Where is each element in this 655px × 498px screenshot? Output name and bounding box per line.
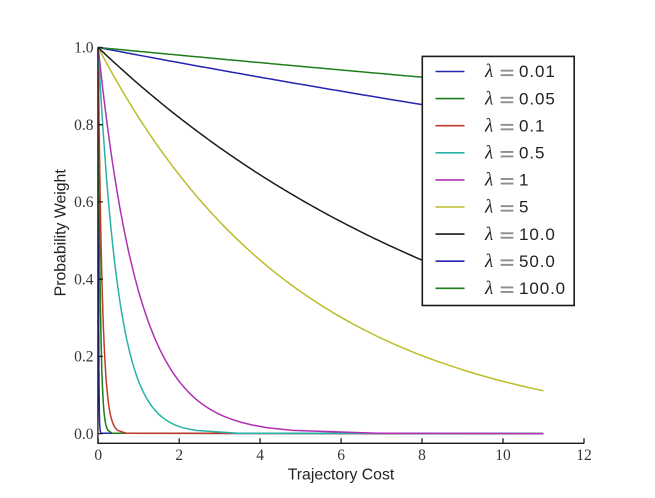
svg-text:λ: λ [484, 170, 493, 191]
svg-text:1.0: 1.0 [74, 40, 94, 57]
svg-text:50.0: 50.0 [519, 252, 556, 271]
svg-text:0: 0 [94, 447, 102, 464]
svg-text:λ: λ [484, 278, 493, 299]
svg-text:0.2: 0.2 [74, 349, 93, 366]
svg-text:λ: λ [484, 251, 493, 272]
svg-text:1: 1 [519, 171, 529, 190]
svg-text:0.0: 0.0 [74, 426, 94, 443]
svg-text:0.05: 0.05 [519, 89, 556, 108]
svg-text:λ: λ [484, 115, 493, 136]
svg-text:Probability Weight: Probability Weight [53, 169, 70, 297]
svg-text:100.0: 100.0 [519, 279, 566, 298]
svg-text:0.5: 0.5 [519, 144, 545, 163]
svg-text:0.01: 0.01 [519, 62, 556, 81]
svg-text:10: 10 [495, 447, 511, 464]
svg-text:10.0: 10.0 [519, 225, 556, 244]
svg-text:λ: λ [484, 224, 493, 245]
svg-text:2: 2 [175, 447, 183, 464]
svg-text:0.8: 0.8 [74, 117, 94, 134]
svg-text:λ: λ [484, 88, 493, 109]
svg-text:5: 5 [519, 198, 529, 217]
svg-text:λ: λ [484, 143, 493, 164]
svg-text:12: 12 [576, 447, 592, 464]
svg-text:Trajectory Cost: Trajectory Cost [288, 466, 395, 483]
svg-text:8: 8 [418, 447, 426, 464]
svg-text:λ: λ [484, 61, 493, 82]
svg-text:λ: λ [484, 197, 493, 218]
svg-text:0.1: 0.1 [519, 116, 545, 135]
svg-text:0.6: 0.6 [74, 194, 94, 211]
svg-text:6: 6 [337, 447, 345, 464]
svg-text:0.4: 0.4 [74, 271, 94, 288]
svg-text:4: 4 [256, 447, 264, 464]
